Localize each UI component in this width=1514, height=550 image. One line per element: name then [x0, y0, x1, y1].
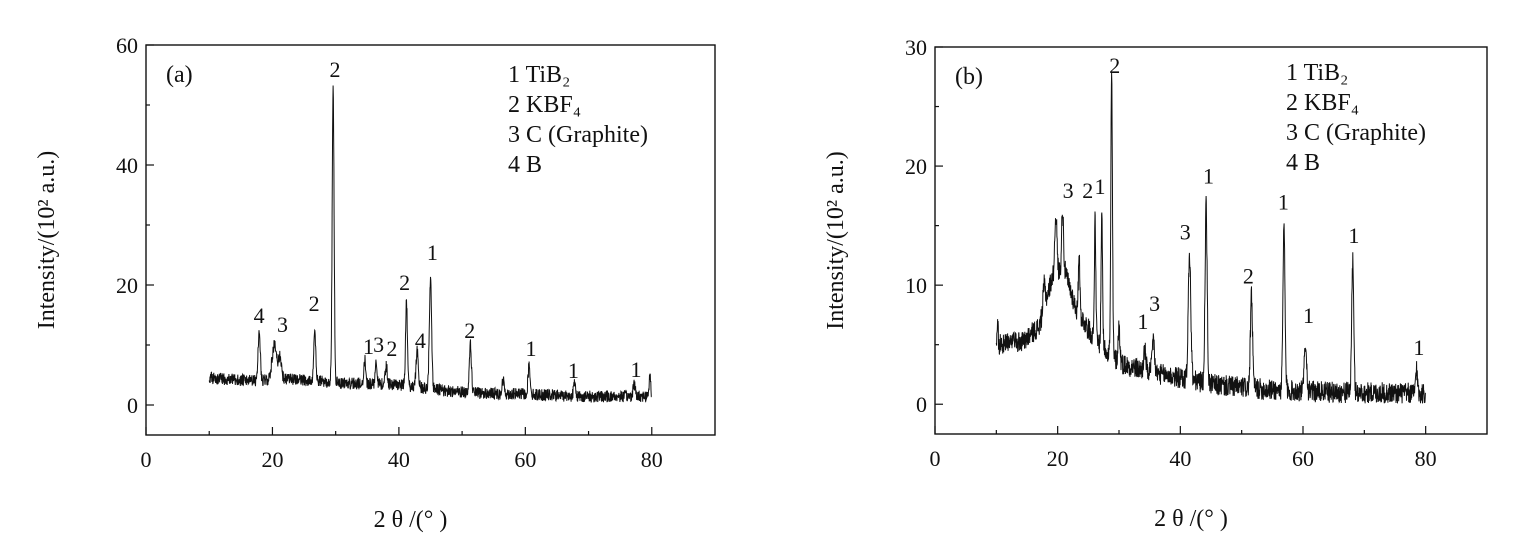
peak-label: 2	[1243, 264, 1254, 289]
x-tick-label: 20	[1047, 446, 1069, 471]
x-tick-label: 80	[641, 447, 663, 472]
peak-label: 4	[254, 303, 265, 328]
legend-entry: 1 TiB₂	[1286, 60, 1348, 86]
peak-label: 1	[1203, 164, 1214, 189]
panel-label: (b)	[955, 64, 983, 90]
xrd-trace	[208, 85, 652, 403]
legend-entry: 4 B	[508, 152, 542, 178]
chart-panel-a: 0 20 40 60 80 0 20 40 60 2 θ /(° ) Intensity/(10² …	[34, 33, 716, 533]
peak-label: 1	[1303, 303, 1314, 328]
y-tick-label: 20	[905, 154, 927, 179]
peak-label: 1	[1278, 190, 1289, 215]
x-tick-label: 60	[514, 447, 536, 472]
peak-label: 1	[568, 358, 579, 383]
y-axis-title: Intensity/(10² a.u.)	[34, 151, 60, 330]
legend-entry: 2 KBF₄	[508, 92, 581, 118]
peak-label: 1	[427, 240, 438, 265]
peak-label: 2	[399, 270, 410, 295]
x-axis-title: 2 θ /(° )	[374, 507, 448, 533]
peak-label: 1	[1348, 223, 1359, 248]
y-tick-label: 0	[127, 393, 138, 418]
y-tick-label: 30	[905, 35, 927, 60]
peak-label: 2	[464, 318, 475, 343]
legend-entry: 2 KBF₄	[1286, 90, 1359, 116]
x-tick-label: 80	[1415, 446, 1437, 471]
y-tick-label: 40	[116, 153, 138, 178]
peak-label: 3	[277, 312, 288, 337]
peak-label: 2	[330, 57, 341, 82]
xrd-trace	[995, 72, 1426, 404]
peak-label: 3	[1180, 219, 1191, 244]
peak-label: 1	[526, 336, 537, 361]
legend-entry: 1 TiB₂	[508, 62, 570, 88]
y-axis-title: Intensity/(10² a.u.)	[823, 151, 849, 330]
peak-label: 3	[373, 332, 384, 357]
y-tick-label: 60	[116, 33, 138, 58]
peak-label: 1	[1137, 309, 1148, 334]
x-tick-label: 0	[930, 446, 941, 471]
x-tick-label: 40	[1169, 446, 1191, 471]
plot-frame	[145, 44, 716, 436]
peak-label: 3	[1149, 291, 1160, 316]
legend-entry: 3 C (Graphite)	[508, 122, 648, 148]
x-tick-label: 20	[261, 447, 283, 472]
plot-frame	[934, 46, 1488, 435]
x-axis-title: 2 θ /(° )	[1154, 506, 1228, 532]
x-tick-label: 40	[388, 447, 410, 472]
panel-label: (a)	[166, 62, 193, 88]
peak-label: 3	[1063, 178, 1074, 203]
peak-label: 2	[1109, 53, 1120, 78]
peak-label: 4	[415, 328, 426, 353]
peak-label: 1	[363, 334, 374, 359]
x-tick-label: 0	[141, 447, 152, 472]
peak-label: 2	[1082, 178, 1093, 203]
chart-panel-b: 0 20 40 60 80 0 10 20 30 2 θ /(° ) Intensity/(10² …	[823, 35, 1488, 532]
y-tick-label: 20	[116, 273, 138, 298]
legend-entry: 3 C (Graphite)	[1286, 120, 1426, 146]
x-tick-label: 60	[1292, 446, 1314, 471]
peak-label: 1	[1094, 174, 1105, 199]
peak-label: 2	[386, 336, 397, 361]
peak-label: 2	[309, 291, 320, 316]
peak-label: 1	[630, 357, 641, 382]
y-tick-label: 0	[916, 392, 927, 417]
y-tick-label: 10	[905, 273, 927, 298]
legend-entry: 4 B	[1286, 150, 1320, 176]
peak-label: 1	[1413, 335, 1424, 360]
